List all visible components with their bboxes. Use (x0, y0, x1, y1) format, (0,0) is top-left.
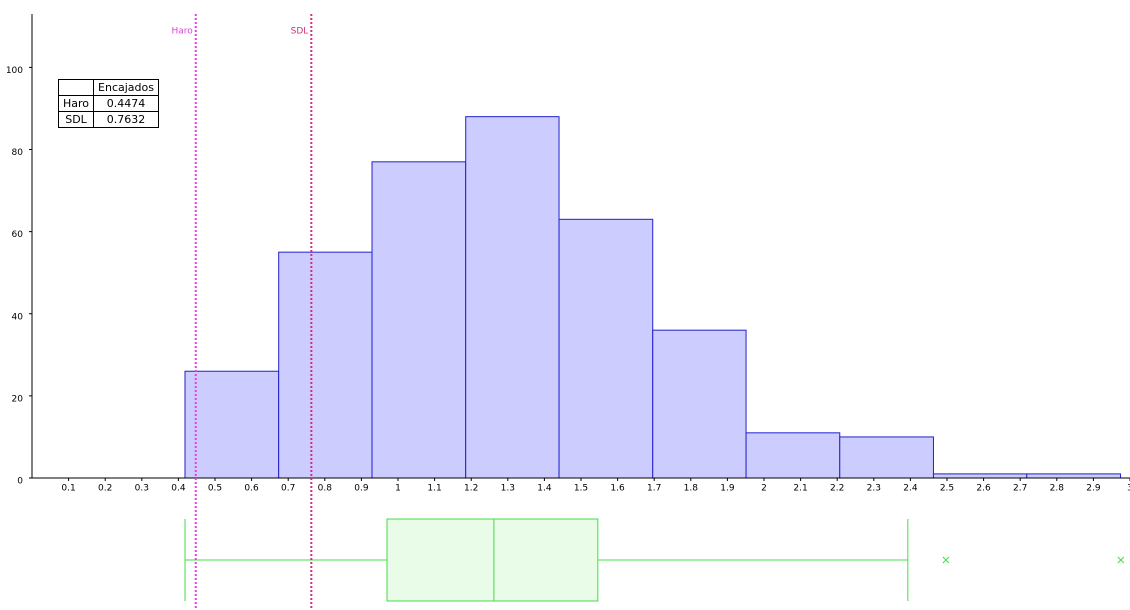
bar (465, 116, 560, 479)
bar (839, 436, 934, 479)
row-label: SDL (57, 111, 95, 128)
x-tick-label: 2.6 (976, 484, 991, 494)
x-tick-label: 0.4 (171, 484, 186, 494)
row-label: Haro (57, 95, 95, 112)
x-tick-label: 2.5 (940, 484, 954, 494)
x-tick-label: 0.1 (61, 484, 75, 494)
bar (371, 161, 467, 479)
bar (745, 432, 841, 479)
cell: 0.7632 (93, 111, 159, 128)
y-tick-label: 80 (12, 148, 24, 158)
x-tick-label: 0.6 (244, 484, 259, 494)
x-tick-label: 1.6 (610, 484, 625, 494)
x-tick-label: 0.3 (135, 484, 149, 494)
x-tick-label: 1.3 (501, 484, 515, 494)
bar (1026, 473, 1121, 479)
box (386, 518, 599, 602)
x-tick-label: 0.2 (98, 484, 112, 494)
x-tick-label: 1.7 (647, 484, 661, 494)
outlier (942, 556, 950, 564)
x-tick-label: 0.9 (354, 484, 369, 494)
x-tick-label: 2.3 (867, 484, 881, 494)
x-tick-label: 2.4 (903, 484, 918, 494)
table-header: Encajados (93, 79, 159, 96)
x-tick-label: 0.7 (281, 484, 295, 494)
x-tick-label: 1.2 (464, 484, 478, 494)
x-tick-label: 1.1 (427, 484, 441, 494)
x-tick-label: 1 (395, 484, 401, 494)
cell: 0.4474 (93, 95, 159, 112)
x-tick-label: 1.4 (537, 484, 552, 494)
x-tick-label: 2 (761, 484, 767, 494)
x-tick-label: 2.9 (1086, 484, 1101, 494)
x-tick-label: 2.8 (1050, 484, 1065, 494)
x-tick-label: 2.2 (830, 484, 844, 494)
table: Encajados Haro 0.4474 SDL 0.7632 (57, 79, 159, 128)
bar (652, 329, 747, 479)
outlier (1117, 556, 1125, 564)
x-tick-label: 1.5 (574, 484, 588, 494)
y-tick-label: 40 (12, 312, 24, 322)
x-tick-label: 0.8 (318, 484, 333, 494)
x-tick-label: 2.7 (1013, 484, 1027, 494)
x-tick-label: 0.5 (208, 484, 222, 494)
x-tick-label: 2.1 (793, 484, 807, 494)
y-tick-label: 100 (6, 66, 23, 76)
bar (184, 370, 280, 479)
bar (932, 473, 1028, 479)
reference-label: SDL (291, 27, 309, 37)
x-tick-label: 1.9 (720, 484, 735, 494)
x-tick-label: 3 (1127, 484, 1130, 494)
x-tick-label: 1.8 (684, 484, 699, 494)
y-tick-label: 20 (12, 394, 24, 404)
bar (278, 251, 373, 479)
cell (57, 79, 95, 96)
y-tick-label: 60 (12, 230, 24, 240)
bar (558, 218, 654, 479)
y-tick-label: 0 (17, 477, 23, 487)
reference-label: Haro (171, 27, 193, 37)
